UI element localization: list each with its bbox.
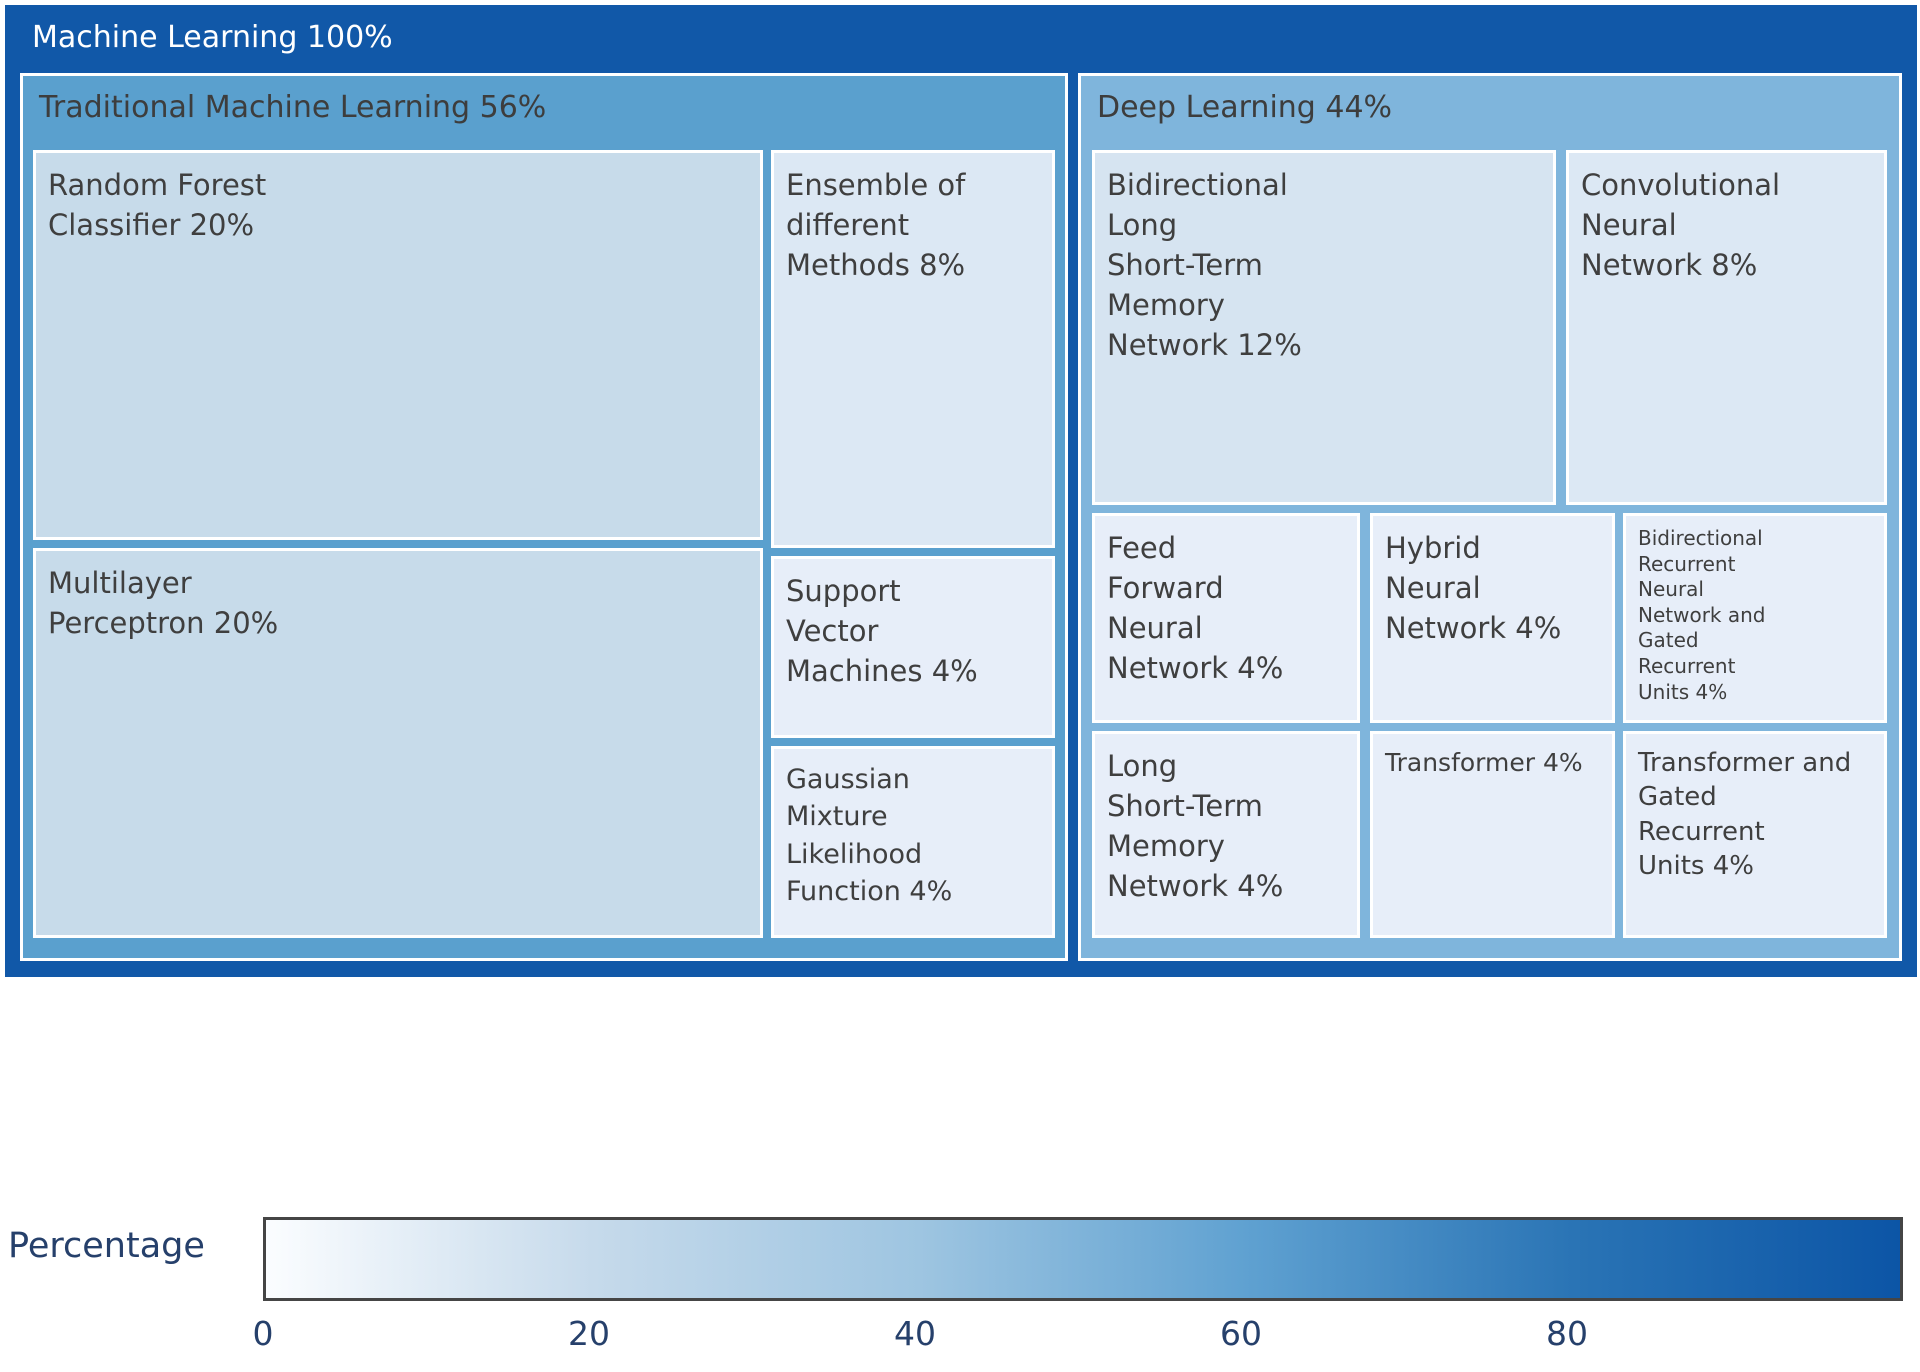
treemap-cell-convolutional-neural-network: Convolutional Neural Network 8%	[1566, 150, 1887, 505]
treemap-group-traditional-label: Traditional Machine Learning 56%	[39, 90, 547, 125]
treemap-cell-gaussian-mixture-likelihood: Gaussian Mixture Likelihood Function 4%	[771, 746, 1055, 938]
treemap-cell-lstm-network: Long Short-Term Memory Network 4%	[1092, 731, 1360, 938]
treemap-cell-multilayer-perceptron: Multilayer Perceptron 20%	[33, 548, 763, 938]
treemap-cell-support-vector-machines: Support Vector Machines 4%	[771, 556, 1055, 738]
colorbar-title: Percentage	[8, 1226, 205, 1266]
treemap-cell-hybrid-neural-network: Hybrid Neural Network 4%	[1370, 513, 1615, 723]
colorbar-tick-40: 40	[894, 1314, 936, 1353]
treemap-cell-bidirectional-rnn-and-gru: Bidirectional Recurrent Neural Network a…	[1623, 513, 1887, 723]
treemap-cell-ensemble-of-different-methods: Ensemble of different Methods 8%	[771, 150, 1055, 548]
colorbar-tick-80: 80	[1546, 1314, 1588, 1353]
colorbar-tick-0: 0	[252, 1314, 274, 1353]
colorbar-gradient	[263, 1217, 1903, 1301]
colorbar-tick-60: 60	[1220, 1314, 1262, 1353]
treemap-root-label: Machine Learning 100%	[32, 20, 393, 55]
treemap-cell-random-forest-classifier: Random Forest Classifier 20%	[33, 150, 763, 540]
colorbar-tick-20: 20	[568, 1314, 610, 1353]
treemap-cell-transformer: Transformer 4%	[1370, 731, 1615, 938]
treemap-group-deep-label: Deep Learning 44%	[1097, 90, 1393, 125]
treemap-cell-feed-forward-neural-network: Feed Forward Neural Network 4%	[1092, 513, 1360, 723]
treemap-cell-transformer-and-gru: Transformer and Gated Recurrent Units 4%	[1623, 731, 1887, 938]
treemap-cell-bidirectional-lstm-network: Bidirectional Long Short-Term Memory Net…	[1092, 150, 1556, 505]
